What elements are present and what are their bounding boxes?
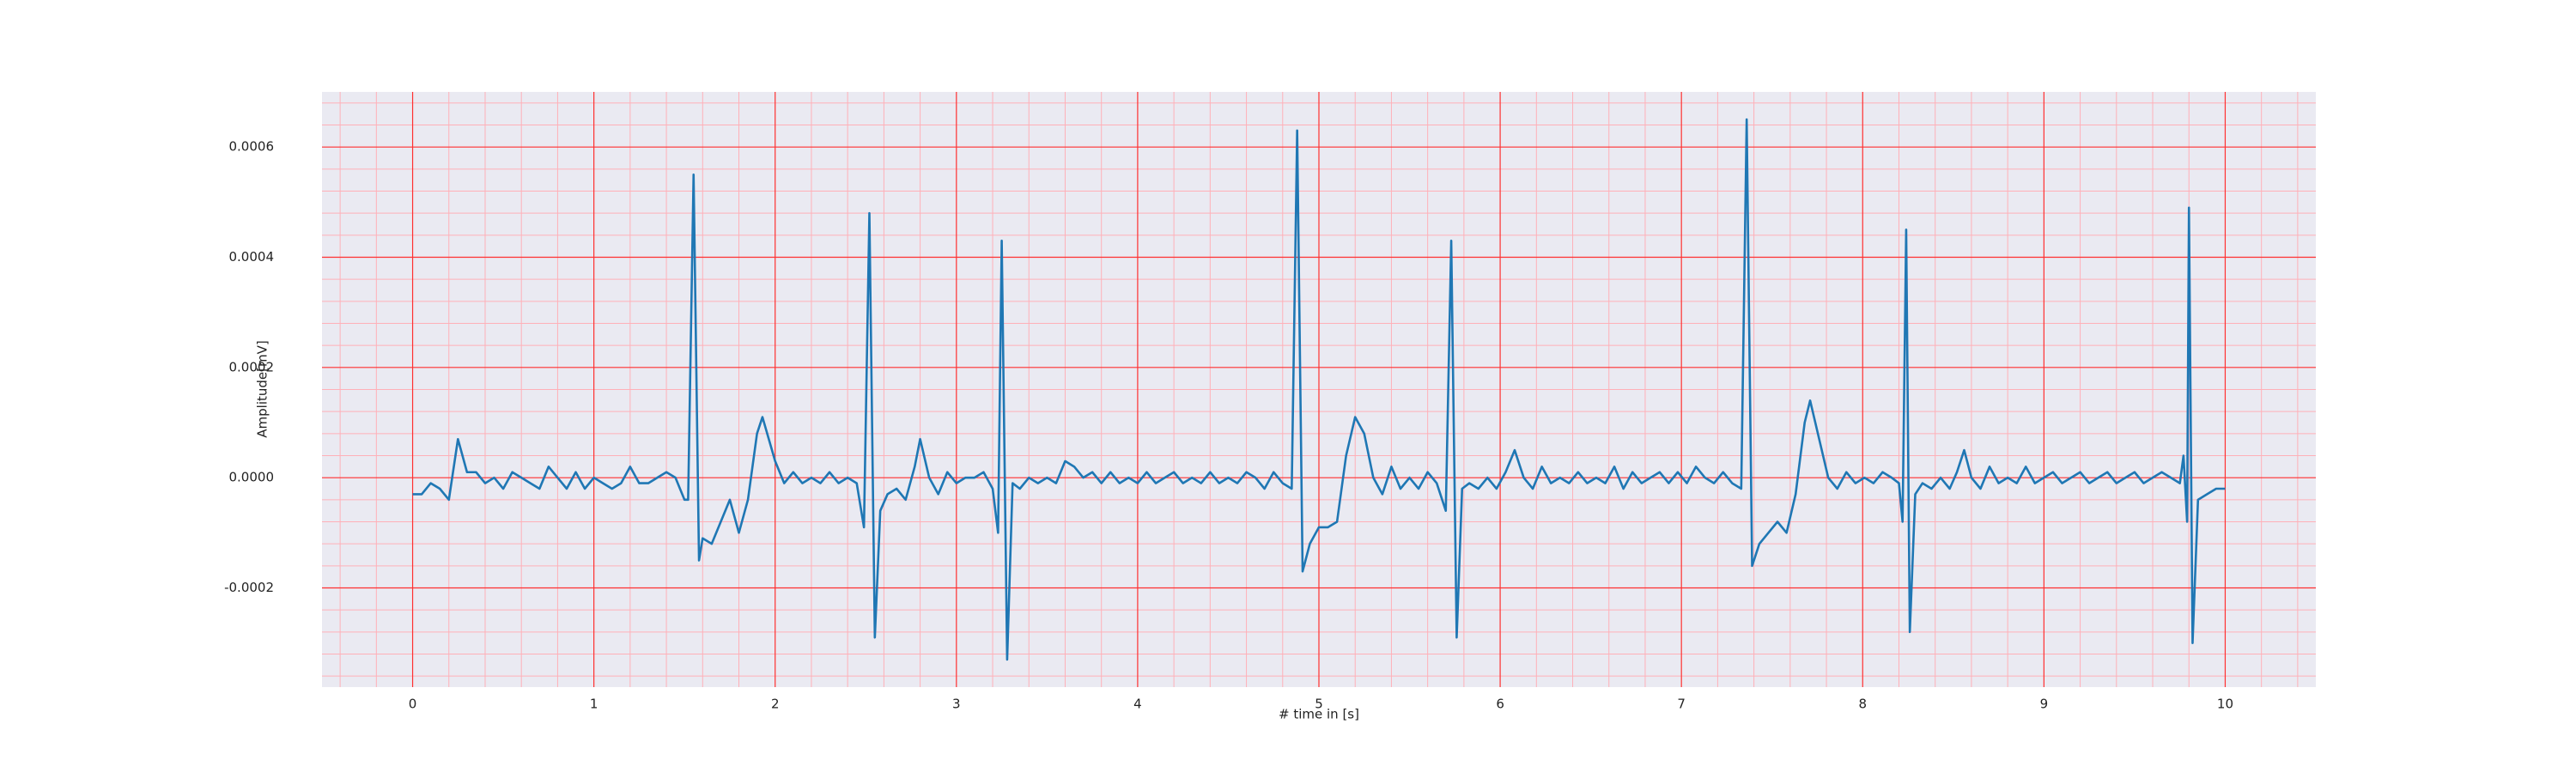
x-tick-label: 9 [2040, 697, 2049, 712]
y-axis-label: Amplitude[mV] [255, 340, 270, 437]
x-tick-label: 3 [952, 697, 961, 712]
x-tick-label: 0 [409, 697, 417, 712]
x-tick-label: 8 [1858, 697, 1867, 712]
x-axis-label: # time in [s] [1279, 707, 1359, 722]
x-tick-label: 4 [1133, 697, 1142, 712]
signal-line [412, 118, 2226, 661]
x-tick-label: 6 [1496, 697, 1504, 712]
y-tick-label: -0.0002 [224, 580, 274, 595]
y-tick-label: 0.0004 [229, 249, 275, 265]
y-tick-label: 0.0002 [229, 359, 275, 374]
x-tick-label: 7 [1677, 697, 1686, 712]
y-tick-label: 0.0000 [229, 470, 275, 485]
x-tick-label: 10 [2217, 697, 2233, 712]
x-tick-label: 1 [590, 697, 598, 712]
y-tick-label: 0.0006 [229, 139, 275, 155]
x-tick-label: 5 [1315, 697, 1323, 712]
x-tick-label: 2 [771, 697, 780, 712]
